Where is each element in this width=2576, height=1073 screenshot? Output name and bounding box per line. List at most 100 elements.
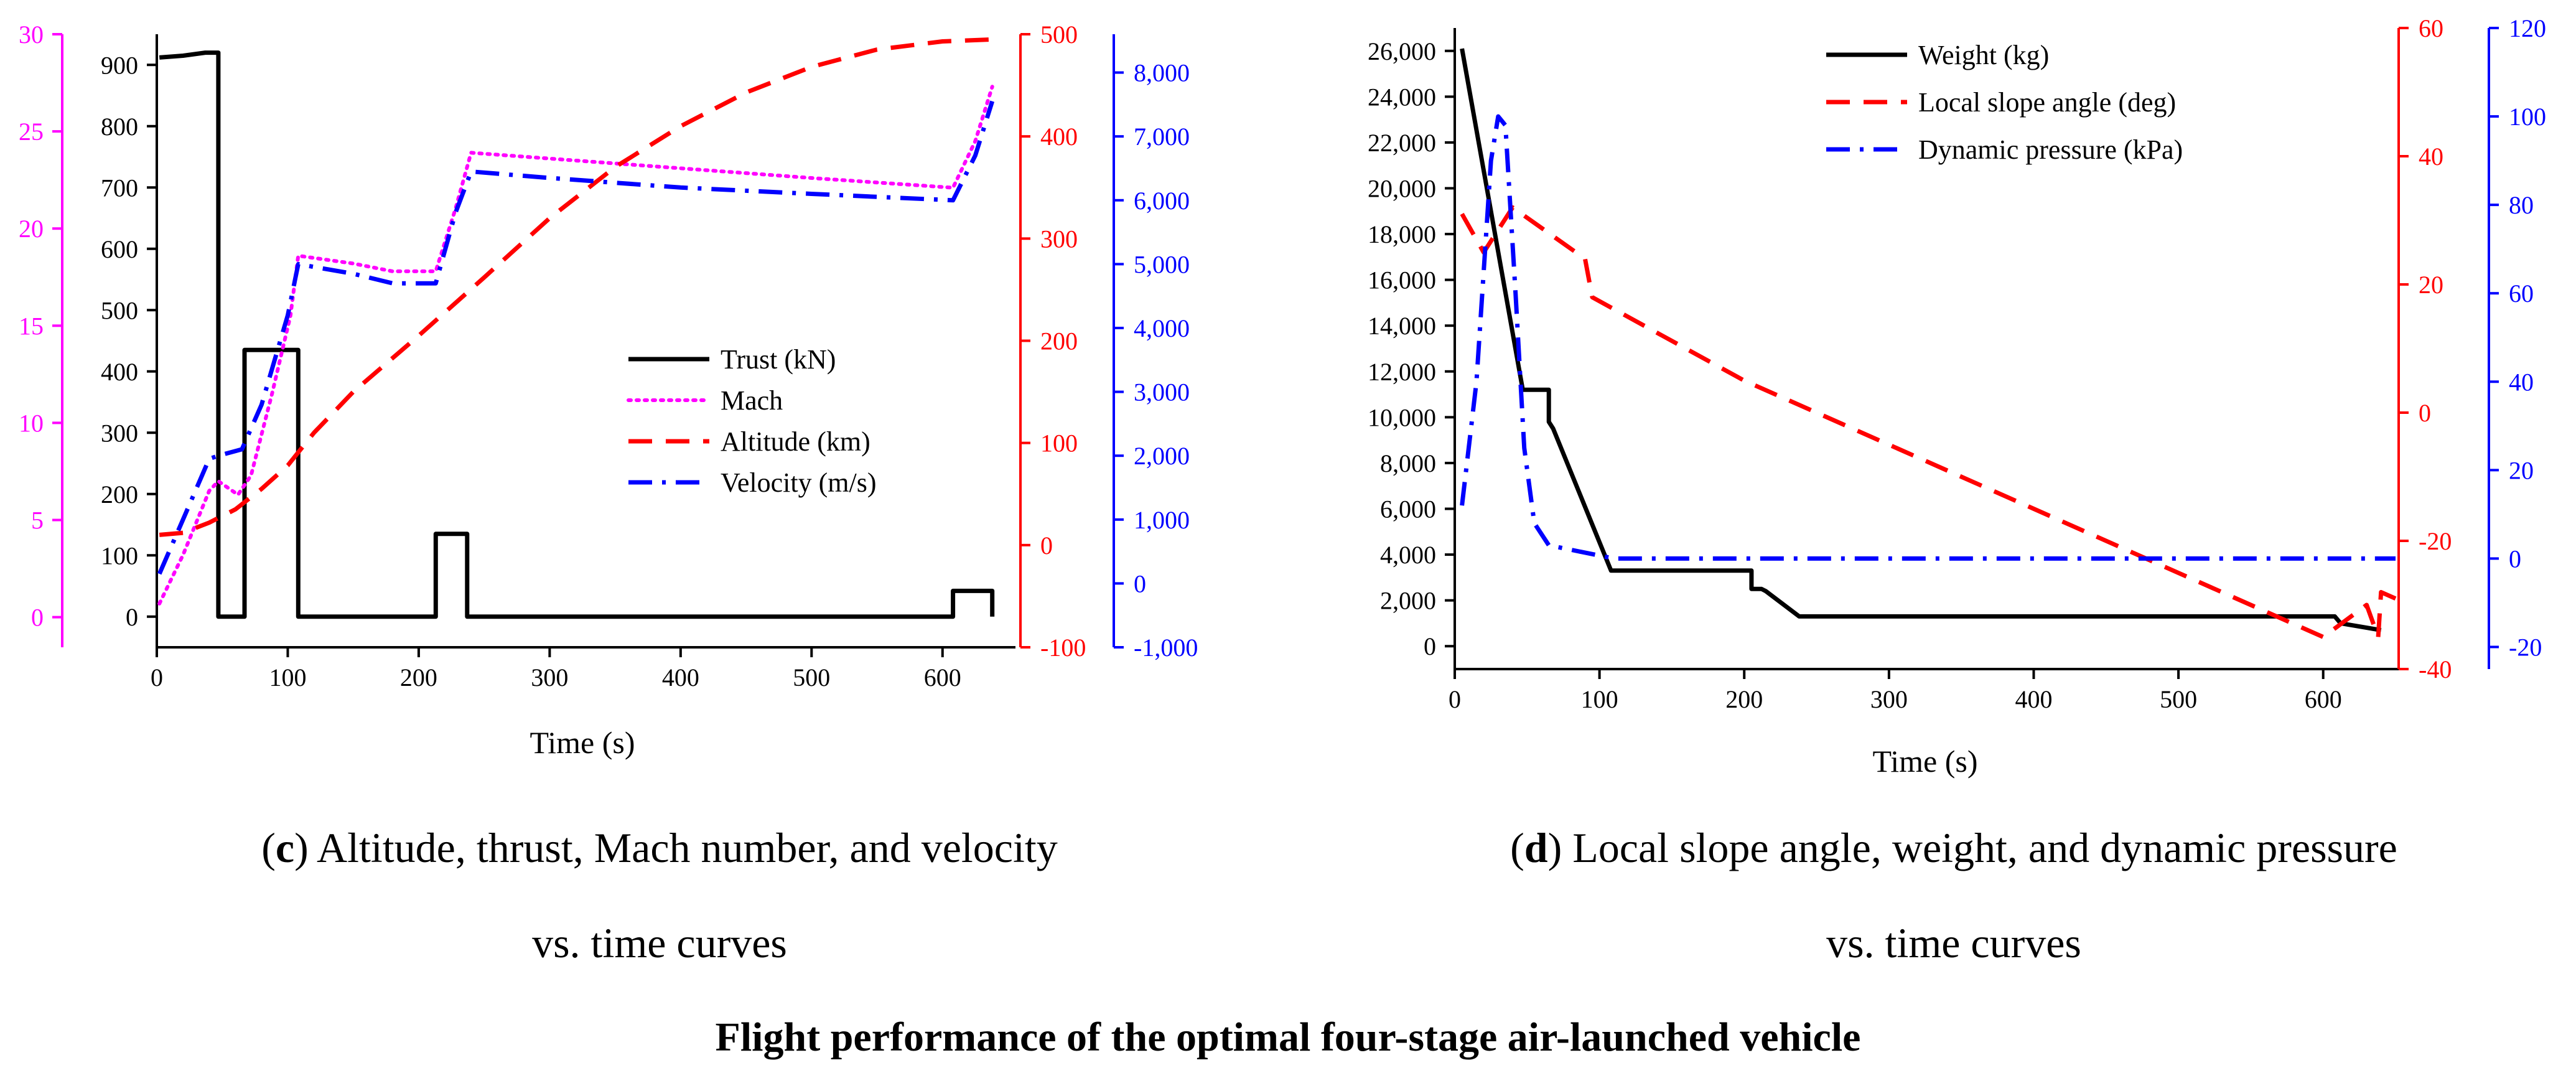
- y-tick-label-weight: 0: [1424, 632, 1436, 660]
- y-tick-label-mach: 5: [31, 507, 44, 535]
- y-tick-label-velocity: 0: [1134, 569, 1146, 597]
- y-tick-label-velocity: 3,000: [1134, 378, 1190, 406]
- x-tick-label: 100: [1581, 685, 1618, 713]
- y-tick-label-thrust: 200: [101, 480, 138, 508]
- legend-label-altitude: Altitude (km): [721, 426, 870, 457]
- legend-label-mach: Mach: [721, 385, 783, 416]
- y-tick-label-slope: -40: [2419, 655, 2452, 683]
- y-tick-label-velocity: 8,000: [1134, 59, 1190, 87]
- legend-label-weight: Weight (kg): [1918, 40, 2049, 70]
- y-tick-label-mach: 30: [19, 21, 44, 49]
- y-tick-label-mach: 20: [19, 215, 44, 243]
- x-tick-label: 0: [1449, 685, 1461, 713]
- y-tick-label-weight: 24,000: [1368, 83, 1436, 111]
- y-tick-label-altitude: 300: [1040, 225, 1078, 253]
- y-tick-label-weight: 12,000: [1368, 358, 1436, 386]
- y-tick-label-slope: 0: [2419, 399, 2431, 427]
- series-line-velocity: [157, 100, 995, 575]
- caption-c-line2: vs. time curves: [532, 919, 787, 967]
- y-tick-label-weight: 6,000: [1380, 495, 1436, 523]
- y-tick-label-weight: 2,000: [1380, 587, 1436, 615]
- y-tick-label-q: 100: [2509, 103, 2546, 131]
- y-tick-label-mach: 0: [31, 604, 44, 632]
- series-line-slope: [1460, 205, 2397, 639]
- legend-label-q: Dynamic pressure (kPa): [1918, 134, 2183, 165]
- series-line-weight: [1460, 48, 2382, 632]
- y-tick-label-q: 80: [2509, 191, 2534, 219]
- y-tick-label-slope: -20: [2419, 527, 2452, 555]
- y-tick-label-altitude: -100: [1040, 634, 1086, 662]
- caption-d-letter: d: [1524, 824, 1548, 871]
- y-tick-label-mach: 15: [19, 312, 44, 340]
- y-tick-label-thrust: 800: [101, 113, 138, 141]
- y-tick-label-q: 20: [2509, 456, 2534, 484]
- y-tick-label-q: 0: [2509, 545, 2521, 573]
- y-tick-label-thrust: 700: [101, 174, 138, 202]
- x-tick-label: 0: [151, 663, 163, 691]
- y-tick-label-weight: 22,000: [1368, 129, 1436, 157]
- y-tick-label-velocity: 6,000: [1134, 187, 1190, 215]
- y-tick-label-thrust: 400: [101, 358, 138, 386]
- caption-d-line2: vs. time curves: [1826, 919, 2081, 967]
- x-axis-title: Time (s): [530, 725, 635, 760]
- y-tick-label-thrust: 900: [101, 51, 138, 79]
- series-line-altitude: [159, 37, 996, 537]
- series-line-q: [1460, 114, 2396, 561]
- y-tick-label-slope: 40: [2419, 143, 2443, 171]
- caption-c-line1: ) Altitude, thrust, Mach number, and vel…: [294, 824, 1058, 871]
- y-tick-label-altitude: 100: [1040, 429, 1078, 457]
- y-tick-label-altitude: 0: [1040, 532, 1053, 560]
- y-tick-label-velocity: -1,000: [1134, 634, 1198, 662]
- y-tick-label-weight: 10,000: [1368, 403, 1436, 431]
- x-tick-label: 200: [400, 663, 437, 691]
- x-tick-label: 500: [2160, 685, 2197, 713]
- caption-c-letter: c: [276, 824, 294, 871]
- caption-d: (d) Local slope angle, weight, and dynam…: [1510, 824, 2397, 871]
- legend-label-slope: Local slope angle (deg): [1918, 87, 2176, 118]
- x-tick-label: 600: [924, 663, 961, 691]
- x-tick-label: 300: [1870, 685, 1908, 713]
- y-tick-label-velocity: 1,000: [1134, 506, 1190, 534]
- y-tick-label-velocity: 2,000: [1134, 442, 1190, 470]
- y-tick-label-weight: 26,000: [1368, 37, 1436, 65]
- x-tick-label: 400: [2015, 685, 2052, 713]
- y-tick-label-weight: 20,000: [1368, 175, 1436, 203]
- series-line-mach: [157, 85, 994, 606]
- y-tick-label-altitude: 200: [1040, 327, 1078, 355]
- x-tick-label: 500: [793, 663, 830, 691]
- y-tick-label-weight: 4,000: [1380, 541, 1436, 569]
- x-tick-label: 200: [1725, 685, 1763, 713]
- y-tick-label-thrust: 100: [101, 541, 138, 569]
- y-tick-label-q: -20: [2509, 633, 2542, 661]
- y-tick-label-thrust: 300: [101, 419, 138, 447]
- y-tick-label-weight: 8,000: [1380, 449, 1436, 477]
- y-tick-label-mach: 25: [19, 118, 44, 146]
- legend-label-thrust: Trust (kN): [721, 344, 836, 375]
- y-tick-label-q: 60: [2509, 279, 2534, 307]
- caption-d-line1: ) Local slope angle, weight, and dynamic…: [1548, 824, 2397, 871]
- x-tick-label: 400: [662, 663, 699, 691]
- figure-title: Flight performance of the optimal four-s…: [716, 1014, 1861, 1060]
- x-axis-title: Time (s): [1872, 744, 1977, 779]
- x-tick-label: 100: [269, 663, 306, 691]
- y-tick-label-q: 120: [2509, 14, 2546, 42]
- x-tick-label: 600: [2305, 685, 2342, 713]
- y-tick-label-q: 40: [2509, 368, 2534, 396]
- y-tick-label-thrust: 600: [101, 235, 138, 263]
- y-tick-label-thrust: 0: [126, 603, 138, 631]
- legend-label-velocity: Velocity (m/s): [721, 467, 877, 498]
- x-tick-label: 300: [531, 663, 568, 691]
- y-tick-label-slope: 60: [2419, 14, 2443, 42]
- y-tick-label-slope: 20: [2419, 271, 2443, 299]
- y-tick-label-velocity: 7,000: [1134, 123, 1190, 151]
- y-tick-label-weight: 18,000: [1368, 220, 1436, 248]
- series-line-thrust: [159, 50, 995, 619]
- y-tick-label-velocity: 4,000: [1134, 314, 1190, 342]
- y-tick-label-velocity: 5,000: [1134, 250, 1190, 278]
- y-tick-label-mach: 10: [19, 409, 44, 437]
- y-tick-label-weight: 16,000: [1368, 266, 1436, 294]
- y-tick-label-altitude: 400: [1040, 123, 1078, 151]
